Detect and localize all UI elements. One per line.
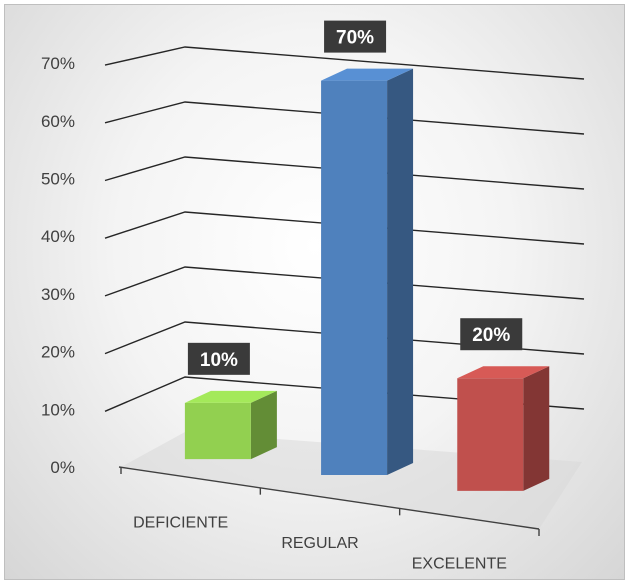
bar-front-regular	[321, 80, 388, 476]
bar-regular	[321, 68, 414, 476]
bar-top-regular	[321, 68, 414, 81]
bar-side-regular	[387, 68, 414, 476]
data-label-text-regular: 70%	[336, 28, 374, 49]
y-tick-label-3: 30%	[41, 285, 75, 304]
data-label-excelente: 20%	[460, 318, 523, 351]
bar-excelente	[457, 366, 550, 491]
y-tick-label-5: 50%	[41, 170, 75, 189]
category-label-deficiente: DEFICIENTE	[133, 514, 228, 531]
y-tick-label-2: 20%	[41, 343, 75, 362]
y-axis-tick-labels: 0% 10% 20% 30% 40% 50% 60% 70%	[41, 54, 75, 477]
data-label-text-excelente: 20%	[472, 325, 510, 346]
chart-area: 0% 10% 20% 30% 40% 50% 60% 70% DEFICIENTE REGULA…	[4, 4, 625, 580]
gridline-1	[104, 376, 585, 412]
y-tick-label-1: 10%	[41, 400, 75, 419]
gridline-6	[104, 101, 585, 135]
x-axis-line	[118, 466, 540, 530]
category-label-excelente: EXCELENTE	[412, 556, 507, 573]
data-label-deficiente: 10%	[187, 342, 250, 375]
bar-front-excelente	[457, 378, 524, 491]
gridline-5	[104, 156, 585, 190]
data-labels: 10% 70% 20%	[187, 20, 523, 375]
bar-side-excelente	[523, 366, 550, 491]
gridline-2	[104, 321, 585, 355]
category-label-regular: REGULAR	[281, 535, 358, 552]
y-tick-label-0: 0%	[50, 458, 75, 477]
data-label-box-deficiente	[187, 342, 250, 375]
data-label-regular: 70%	[324, 20, 387, 53]
bar-chart: 0% 10% 20% 30% 40% 50% 60% 70% DEFICIENTE REGULA…	[41, 20, 585, 573]
x-axis	[118, 466, 540, 536]
y-tick-label-6: 60%	[41, 112, 75, 131]
bar-top-deficiente	[184, 390, 277, 403]
bar-top-excelente	[457, 366, 550, 379]
y-tick-label-4: 40%	[41, 227, 75, 246]
gridline-7	[104, 46, 585, 80]
bar-front-deficiente	[184, 402, 251, 460]
gridline-4	[104, 211, 585, 245]
bars	[184, 68, 550, 491]
gridline-3	[104, 266, 585, 300]
data-label-text-deficiente: 10%	[200, 350, 238, 371]
gridlines	[104, 46, 585, 412]
data-label-box-excelente	[460, 318, 523, 351]
bar-deficiente	[184, 390, 277, 460]
bar-side-deficiente	[250, 390, 277, 460]
data-label-box-regular	[324, 20, 387, 53]
category-labels: DEFICIENTE REGULAR EXCELENTE	[133, 514, 507, 572]
y-tick-label-7: 70%	[41, 54, 75, 73]
